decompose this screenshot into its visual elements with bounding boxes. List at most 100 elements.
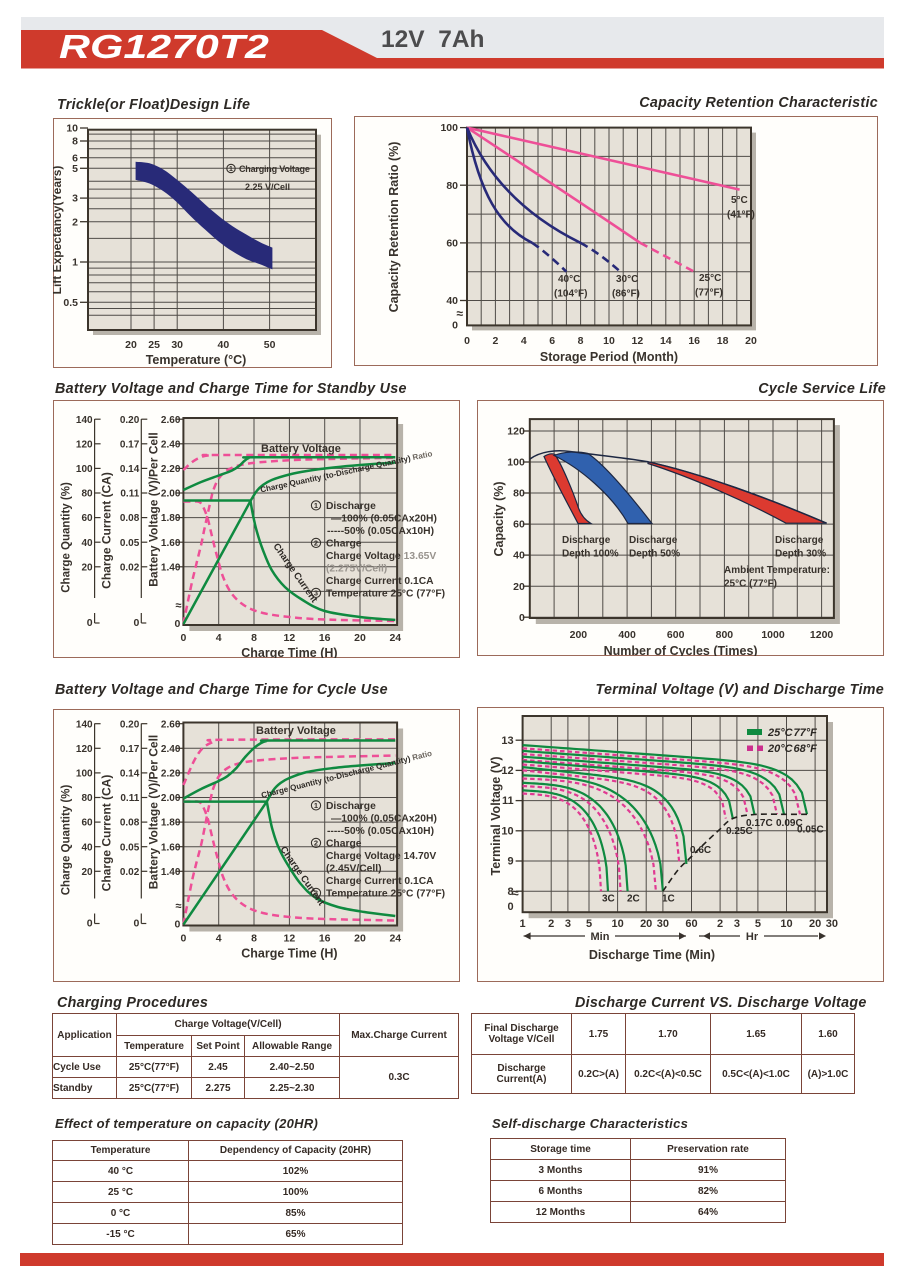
- svg-text:40: 40: [218, 339, 230, 351]
- svg-text:3: 3: [314, 589, 318, 598]
- svg-text:5: 5: [755, 918, 761, 930]
- svg-text:140: 140: [76, 415, 93, 426]
- svg-text:600: 600: [667, 629, 685, 641]
- svg-text:0.17: 0.17: [120, 744, 140, 755]
- svg-text:Charge Quantity (%): Charge Quantity (%): [61, 785, 73, 896]
- svg-text:3: 3: [734, 918, 740, 930]
- svg-text:20: 20: [354, 632, 366, 644]
- svg-text:80: 80: [81, 793, 93, 804]
- svg-text:≈: ≈: [175, 600, 181, 612]
- svg-text:0.17: 0.17: [120, 439, 140, 450]
- svg-text:2.40: 2.40: [161, 439, 181, 450]
- svg-text:0.20: 0.20: [120, 719, 140, 730]
- svg-text:1200: 1200: [810, 629, 834, 641]
- svg-text:20: 20: [640, 918, 652, 930]
- svg-text:30°C: 30°C: [616, 274, 638, 285]
- svg-text:0.6C: 0.6C: [690, 845, 711, 856]
- svg-text:Hr: Hr: [746, 931, 759, 943]
- svg-text:12: 12: [284, 933, 296, 945]
- svg-text:100: 100: [76, 464, 93, 475]
- svg-text:25°C 77°F: 25°C 77°F: [767, 727, 817, 739]
- svg-text:0.05: 0.05: [120, 538, 140, 549]
- svg-text:0.20: 0.20: [120, 415, 140, 426]
- svg-text:0: 0: [452, 319, 458, 331]
- svg-text:Terminal Voltage (V): Terminal Voltage (V): [489, 756, 503, 875]
- svg-text:30: 30: [826, 918, 838, 930]
- svg-text:8: 8: [507, 886, 513, 898]
- svg-text:(77°F): (77°F): [695, 288, 723, 299]
- svg-text:Depth 50%: Depth 50%: [629, 549, 680, 560]
- svg-text:5: 5: [72, 163, 78, 175]
- svg-text:25°C: 25°C: [699, 273, 721, 284]
- svg-text:140: 140: [76, 719, 93, 730]
- svg-text:20: 20: [81, 867, 93, 878]
- svg-text:100: 100: [76, 769, 93, 780]
- svg-text:Charge Current 0.1CA: Charge Current 0.1CA: [326, 576, 434, 587]
- svg-text:80: 80: [446, 180, 458, 192]
- svg-text:10: 10: [611, 918, 623, 930]
- svg-text:3: 3: [314, 889, 318, 898]
- svg-text:40: 40: [81, 842, 93, 853]
- svg-text:Storage Period (Month): Storage Period (Month): [540, 350, 678, 364]
- svg-text:20: 20: [125, 339, 137, 351]
- svg-text:Number of Cycles (Times): Number of Cycles (Times): [604, 644, 758, 656]
- svg-text:Charging Voltage: Charging Voltage: [239, 164, 310, 174]
- svg-text:0.08: 0.08: [120, 818, 140, 829]
- svg-text:10: 10: [780, 918, 792, 930]
- svg-text:1: 1: [72, 257, 78, 269]
- svg-text:2.20: 2.20: [161, 769, 181, 780]
- svg-text:40°C: 40°C: [558, 274, 580, 285]
- svg-text:10: 10: [501, 825, 513, 837]
- svg-text:120: 120: [76, 744, 93, 755]
- svg-text:(104°F): (104°F): [554, 289, 587, 300]
- svg-text:-----50% (0.05CAx10H): -----50% (0.05CAx10H): [327, 526, 434, 537]
- svg-text:0.09C: 0.09C: [776, 818, 803, 829]
- svg-text:18: 18: [717, 335, 729, 347]
- svg-text:4: 4: [521, 335, 527, 347]
- svg-text:2.40: 2.40: [161, 744, 181, 755]
- svg-text:16: 16: [319, 632, 331, 644]
- svg-text:5: 5: [586, 918, 592, 930]
- svg-text:1000: 1000: [761, 629, 785, 641]
- svg-text:Charge Voltage 13.65V: Charge Voltage 13.65V: [326, 551, 436, 562]
- svg-text:30: 30: [657, 918, 669, 930]
- svg-text:800: 800: [716, 629, 734, 641]
- svg-text:0.25C: 0.25C: [726, 826, 753, 837]
- svg-text:100: 100: [507, 457, 525, 469]
- svg-text:16: 16: [319, 933, 331, 945]
- svg-text:40: 40: [513, 550, 525, 562]
- svg-text:8: 8: [251, 632, 257, 644]
- svg-text:Ambient Temperature:: Ambient Temperature:: [724, 565, 830, 576]
- svg-text:2.00: 2.00: [161, 793, 181, 804]
- svg-text:-----50% (0.05CAx10H): -----50% (0.05CAx10H): [327, 826, 434, 837]
- svg-text:0.02: 0.02: [120, 562, 140, 573]
- svg-text:9: 9: [507, 856, 513, 868]
- svg-text:2: 2: [717, 918, 723, 930]
- svg-text:2C: 2C: [627, 894, 640, 905]
- svg-text:≈: ≈: [456, 306, 463, 320]
- svg-text:(2.45V/Cell): (2.45V/Cell): [326, 864, 382, 875]
- svg-text:—100% (0.05CAx20H): —100% (0.05CAx20H): [331, 514, 437, 525]
- svg-text:4: 4: [216, 933, 222, 945]
- svg-text:0.11: 0.11: [120, 793, 139, 804]
- svg-text:0.05: 0.05: [120, 842, 140, 853]
- svg-text:8: 8: [578, 335, 584, 347]
- svg-text:2: 2: [72, 216, 78, 228]
- svg-text:1.80: 1.80: [161, 513, 181, 524]
- svg-text:25: 25: [148, 339, 160, 351]
- svg-text:2: 2: [548, 918, 554, 930]
- svg-text:(86°F): (86°F): [612, 289, 640, 300]
- svg-text:Lift Expectancy(Years): Lift Expectancy(Years): [53, 166, 64, 295]
- svg-text:Battery Voltage (V)/Per Cell: Battery Voltage (V)/Per Cell: [147, 432, 161, 587]
- svg-text:Min: Min: [591, 931, 610, 943]
- svg-text:Discharge: Discharge: [562, 535, 611, 546]
- svg-text:0: 0: [133, 617, 139, 629]
- svg-text:20: 20: [81, 562, 93, 573]
- svg-text:1: 1: [314, 501, 318, 510]
- svg-text:Discharge Time (Min): Discharge Time (Min): [589, 948, 715, 962]
- svg-text:Battery Voltage (V)/Per Cell: Battery Voltage (V)/Per Cell: [147, 735, 161, 890]
- svg-text:0: 0: [180, 632, 186, 644]
- svg-text:Charge Quantity (%): Charge Quantity (%): [61, 482, 73, 593]
- svg-text:Capacity Retention Ratio (%): Capacity Retention Ratio (%): [387, 142, 401, 313]
- svg-text:Charge Voltage 14.70V: Charge Voltage 14.70V: [326, 851, 436, 862]
